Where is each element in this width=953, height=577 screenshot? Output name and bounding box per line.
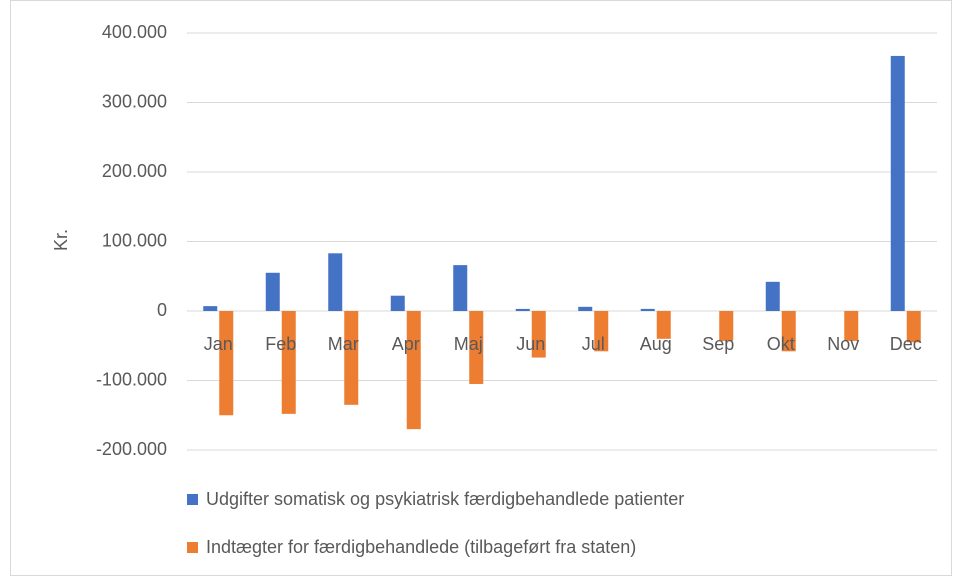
bar bbox=[390, 295, 405, 311]
bar bbox=[594, 311, 609, 352]
y-tick-label: 100.000 bbox=[102, 230, 167, 250]
y-tick-label: -100.000 bbox=[96, 369, 167, 389]
bar bbox=[219, 311, 234, 416]
bar bbox=[328, 253, 343, 311]
bar bbox=[406, 311, 421, 430]
bar bbox=[265, 272, 280, 311]
bar bbox=[640, 308, 655, 311]
x-tick-label: Maj bbox=[454, 334, 483, 354]
bar bbox=[765, 281, 780, 311]
x-tick-label: Mar bbox=[328, 334, 359, 354]
bar bbox=[453, 265, 468, 311]
bar bbox=[656, 311, 671, 339]
x-tick-label: Sep bbox=[702, 334, 734, 354]
bar bbox=[719, 311, 734, 341]
y-tick-label: -200.000 bbox=[96, 439, 167, 459]
legend-label: Udgifter somatisk og psykiatrisk færdigb… bbox=[206, 489, 684, 509]
x-tick-label: Feb bbox=[265, 334, 296, 354]
bar bbox=[203, 306, 218, 311]
bar bbox=[531, 311, 546, 358]
x-tick-label: Apr bbox=[392, 334, 420, 354]
bar bbox=[906, 311, 921, 343]
bar bbox=[844, 311, 859, 341]
legend-swatch bbox=[187, 542, 198, 553]
bar bbox=[515, 308, 530, 311]
x-tick-label: Jan bbox=[204, 334, 233, 354]
y-tick-label: 200.000 bbox=[102, 161, 167, 181]
x-tick-label: Aug bbox=[640, 334, 672, 354]
y-tick-label: 400.000 bbox=[102, 22, 167, 42]
bar bbox=[469, 311, 484, 384]
bar bbox=[781, 311, 796, 352]
y-axis-label: Kr. bbox=[51, 229, 71, 251]
bar bbox=[281, 311, 296, 414]
x-tick-label: Okt bbox=[767, 334, 795, 354]
x-tick-label: Dec bbox=[890, 334, 922, 354]
chart-border bbox=[10, 0, 952, 576]
x-tick-label: Nov bbox=[827, 334, 859, 354]
x-tick-label: Jul bbox=[582, 334, 605, 354]
bar bbox=[578, 306, 593, 311]
y-tick-label: 300.000 bbox=[102, 91, 167, 111]
y-tick-label: 0 bbox=[157, 300, 167, 320]
x-tick-label: Jun bbox=[516, 334, 545, 354]
bar bbox=[890, 55, 905, 312]
legend-swatch bbox=[187, 494, 198, 505]
bar bbox=[344, 311, 359, 405]
legend-label: Indtægter for færdigbehandlede (tilbagef… bbox=[206, 537, 636, 557]
